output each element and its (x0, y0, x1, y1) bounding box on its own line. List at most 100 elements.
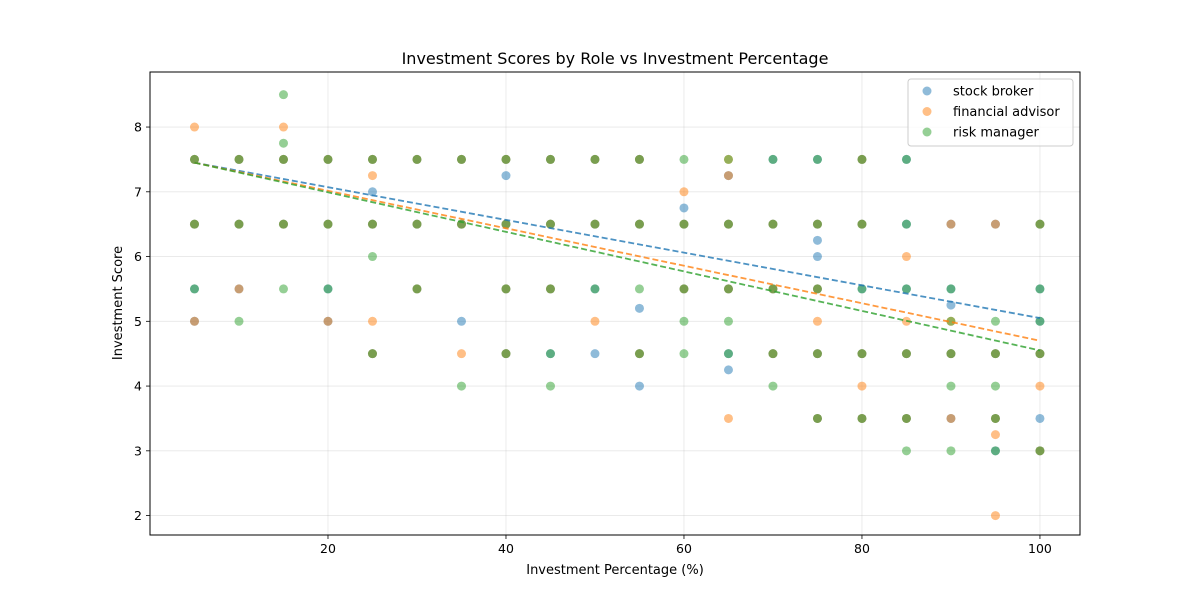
data-point (946, 446, 956, 456)
data-point (545, 219, 555, 229)
x-tick-label: 80 (854, 541, 870, 556)
data-point (946, 284, 956, 294)
data-point (768, 381, 778, 391)
data-point (278, 284, 288, 294)
data-point (634, 219, 644, 229)
data-point (323, 219, 333, 229)
data-point (812, 349, 822, 359)
data-point (634, 381, 644, 391)
data-point (189, 219, 199, 229)
data-point (768, 349, 778, 359)
data-point (723, 365, 733, 375)
data-point (812, 219, 822, 229)
legend-marker (922, 86, 932, 96)
data-point (590, 349, 600, 359)
data-point (1035, 349, 1045, 359)
data-point (545, 154, 555, 164)
data-point (990, 316, 1000, 326)
data-point (857, 284, 867, 294)
data-point (679, 154, 689, 164)
data-point (456, 154, 466, 164)
data-point (990, 381, 1000, 391)
data-point (901, 154, 911, 164)
data-point (456, 316, 466, 326)
data-point (946, 300, 956, 310)
data-point (857, 219, 867, 229)
data-point (456, 381, 466, 391)
data-point (367, 219, 377, 229)
data-point (990, 511, 1000, 521)
legend-label: financial advisor (953, 105, 1060, 120)
data-point (412, 154, 422, 164)
data-point (234, 316, 244, 326)
axis-ticks: 20 40 60 80 100 2 3 4 5 6 7 8 (134, 120, 1052, 556)
data-point (545, 349, 555, 359)
data-point (634, 284, 644, 294)
x-tick-label: 20 (320, 541, 336, 556)
data-point (990, 413, 1000, 423)
data-point (812, 252, 822, 262)
data-point (946, 219, 956, 229)
data-point (679, 284, 689, 294)
data-point (812, 235, 822, 245)
y-tick-label: 3 (134, 443, 142, 458)
data-point (234, 219, 244, 229)
data-point (501, 154, 511, 164)
x-axis-label: Investment Percentage (%) (526, 563, 704, 578)
data-point (723, 154, 733, 164)
data-point (946, 349, 956, 359)
data-point (857, 413, 867, 423)
data-point (1035, 284, 1045, 294)
data-point (1035, 446, 1045, 456)
data-point (634, 303, 644, 313)
data-point (679, 187, 689, 197)
data-point (679, 349, 689, 359)
data-point (634, 349, 644, 359)
data-point (367, 154, 377, 164)
legend: stock broker financial advisor risk manage… (907, 78, 1074, 147)
data-point (901, 446, 911, 456)
data-point (946, 413, 956, 423)
data-point (367, 252, 377, 262)
plot-frame (149, 71, 1081, 536)
data-point (501, 219, 511, 229)
data-point (946, 316, 956, 326)
data-point (323, 284, 333, 294)
y-tick-label: 8 (134, 120, 142, 135)
data-point (857, 381, 867, 391)
data-point (323, 316, 333, 326)
trend-line (194, 161, 1041, 319)
data-points (189, 90, 1045, 521)
legend-box (907, 78, 1074, 147)
grid-lines (150, 72, 1080, 535)
data-point (990, 430, 1000, 440)
legend-label: risk manager (953, 126, 1039, 141)
data-point (590, 316, 600, 326)
data-point (456, 349, 466, 359)
x-tick-label: 60 (676, 541, 692, 556)
data-point (857, 154, 867, 164)
data-point (367, 349, 377, 359)
data-point (278, 219, 288, 229)
legend-marker (922, 127, 932, 137)
data-point (501, 171, 511, 181)
data-point (1035, 381, 1045, 391)
y-tick-label: 4 (134, 379, 142, 394)
data-point (590, 284, 600, 294)
data-point (1035, 219, 1045, 229)
y-tick-label: 6 (134, 249, 142, 264)
data-point (189, 154, 199, 164)
data-point (768, 154, 778, 164)
data-point (234, 154, 244, 164)
data-point (501, 349, 511, 359)
data-point (545, 381, 555, 391)
data-point (367, 171, 377, 181)
data-point (990, 349, 1000, 359)
data-point (278, 154, 288, 164)
data-point (679, 316, 689, 326)
data-point (723, 349, 733, 359)
data-point (812, 154, 822, 164)
data-point (812, 413, 822, 423)
data-point (768, 219, 778, 229)
